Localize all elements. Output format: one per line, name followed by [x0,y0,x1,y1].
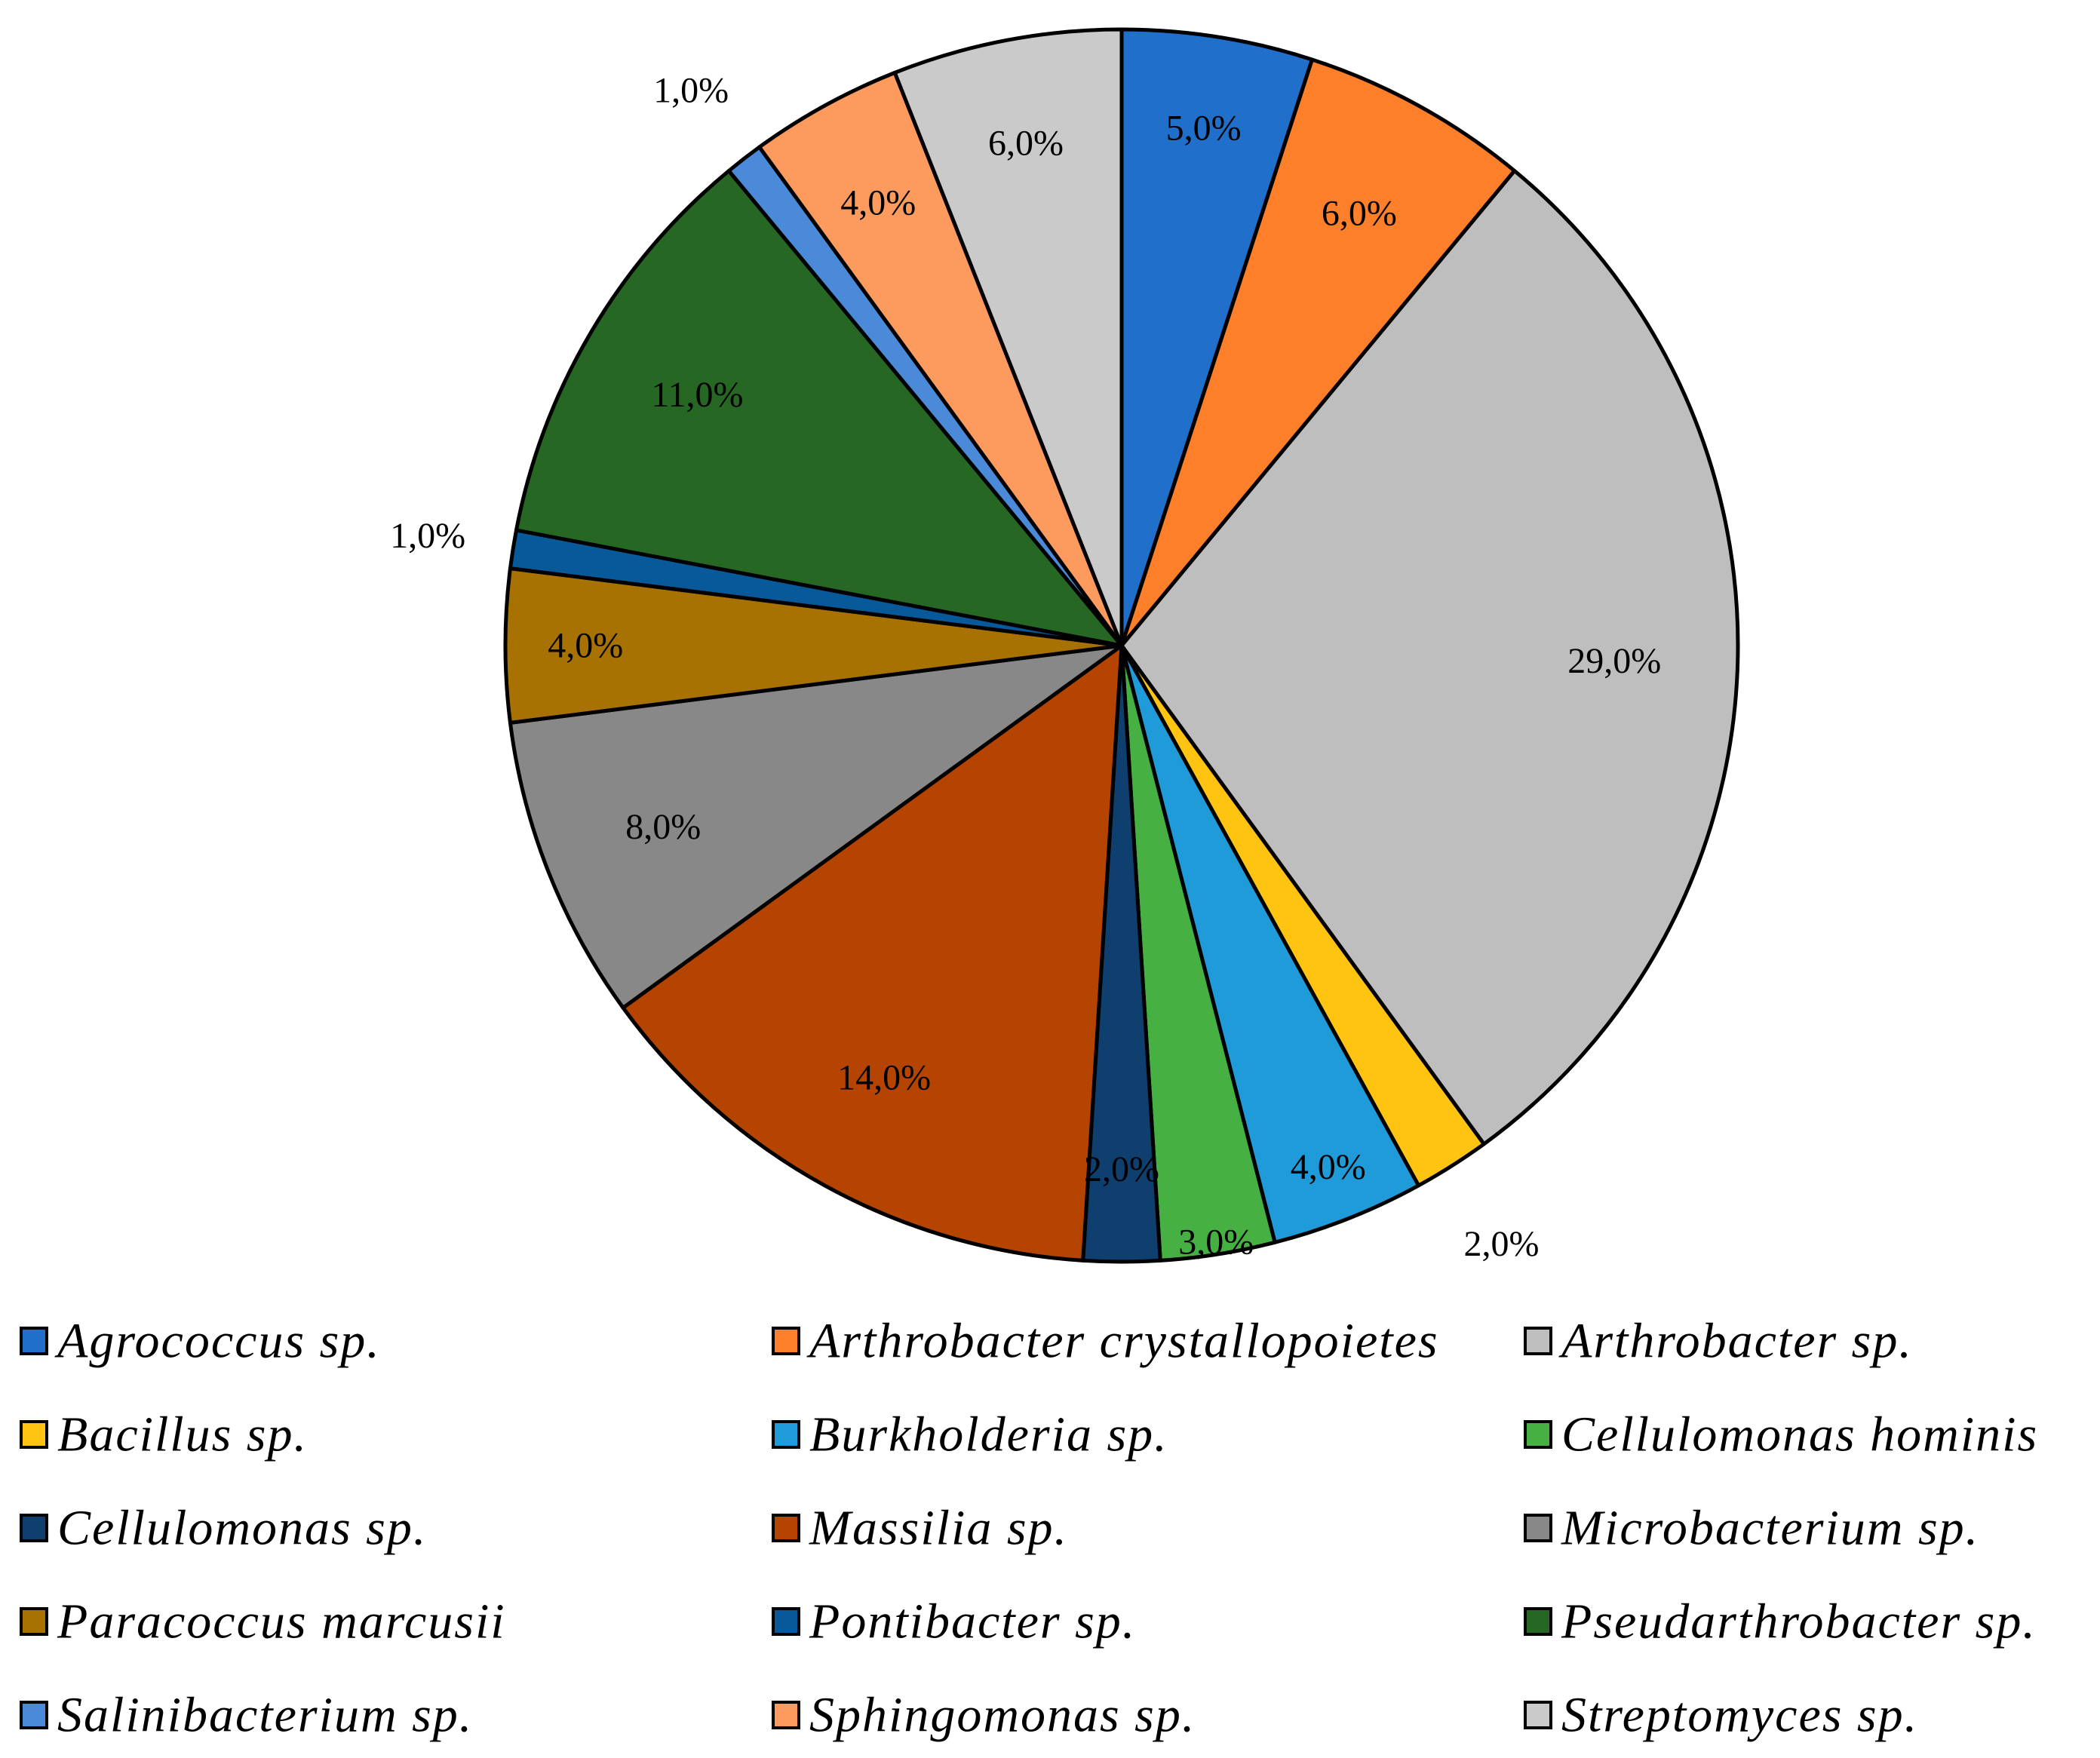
pie-slice-streptomyces-sp [892,27,1124,648]
legend-item-pseudarthrobacter-sp: Pseudarthrobacter sp. [1524,1594,2037,1649]
legend-swatch [772,1420,800,1449]
legend-swatch [772,1607,800,1636]
data-label-massilia-sp: 14,0% [837,1057,931,1097]
data-label-pontibacter-sp: 1,0% [390,516,465,556]
legend-item-salinibacterium-sp: Salinibacterium sp. [20,1688,473,1743]
legend-item-pontibacter-sp: Pontibacter sp. [772,1594,1136,1649]
data-label-arthrobacter-crystallopoietes: 6,0% [1322,194,1397,234]
legend-swatch [772,1514,800,1542]
data-label-arthrobacter-sp: 29,0% [1567,641,1661,681]
legend-item-cellulomonas-hominis: Cellulomonas hominis [1524,1407,2038,1462]
legend-swatch [20,1420,48,1449]
legend-item-microbacterium-sp: Microbacterium sp. [1524,1501,1979,1556]
legend-swatch [1524,1327,1552,1355]
legend-item-massilia-sp: Massilia sp. [772,1501,1068,1556]
legend-item-arthrobacter-crystallopoietes: Arthrobacter crystallopoietes [772,1314,1439,1369]
pie-slice-arthrobacter-crystallopoietes [1119,57,1517,648]
pie-slice-burkholderia-sp [1119,643,1421,1244]
legend-item-burkholderia-sp: Burkholderia sp. [772,1407,1168,1462]
legend-swatch [20,1607,48,1636]
legend-label: Arthrobacter crystallopoietes [806,1314,1439,1369]
legend-label: Sphingomonas sp. [809,1688,1196,1743]
legend-swatch [772,1701,800,1729]
legend-label: Cellulomonas sp. [57,1501,427,1556]
legend-swatch [1524,1701,1552,1729]
pie-slice-microbacterium-sp [508,643,1124,1010]
legend-swatch [772,1327,800,1355]
pie-slice-agrococcus-sp [1119,27,1314,648]
legend-swatch [1524,1607,1552,1636]
pie-slice-paracoccus-marcusii [503,566,1124,725]
pie-slice-arthrobacter-sp [1119,168,1740,1146]
pie-data-labels: 5,0% 6,0% 29,0% 2,0% 4,0% 3,0% 2,0% 14,0% 8,0% 4,… [390,71,1661,1264]
data-label-burkholderia-sp: 4,0% [1291,1147,1366,1187]
data-label-microbacterium-sp: 8,0% [625,807,701,847]
data-label-cellulomonas-sp: 2,0% [1084,1149,1159,1189]
data-label-paracoccus-marcusii: 4,0% [548,626,623,666]
legend-swatch [1524,1420,1552,1449]
legend-label: Salinibacterium sp. [57,1688,473,1743]
legend-label: Massilia sp. [809,1501,1068,1556]
pie-slice-massilia-sp [621,643,1124,1263]
legend-item-bacillus-sp: Bacillus sp. [20,1407,308,1462]
data-label-salinibacterium-sp: 1,0% [653,71,729,111]
data-label-pseudarthrobacter-sp: 11,0% [651,375,743,415]
data-label-cellulomonas-hominis: 3,0% [1178,1222,1254,1262]
legend-item-sphingomonas-sp: Sphingomonas sp. [772,1688,1196,1743]
pie-slice-sphingomonas-sp [757,70,1124,648]
legend-item-arthrobacter-sp: Arthrobacter sp. [1524,1314,1913,1369]
legend-label: Arthrobacter sp. [1558,1314,1913,1369]
legend-label: Paracoccus marcusii [57,1594,506,1649]
legend-swatch [1524,1514,1552,1542]
legend-item-streptomyces-sp: Streptomyces sp. [1524,1688,1918,1743]
legend-item-paracoccus-marcusii: Paracoccus marcusii [20,1594,506,1649]
legend-label: Burkholderia sp. [809,1407,1168,1462]
data-label-agrococcus-sp: 5,0% [1166,109,1242,149]
pie-slice-pseudarthrobacter-sp [514,168,1124,648]
legend-item-agrococcus-sp: Agrococcus sp. [20,1314,381,1369]
data-label-bacillus-sp: 2,0% [1463,1224,1539,1264]
data-label-sphingomonas-sp: 4,0% [840,183,916,222]
legend-label: Pseudarthrobacter sp. [1561,1594,2037,1649]
data-label-streptomyces-sp: 6,0% [988,123,1064,163]
legend-label: Cellulomonas hominis [1561,1407,2038,1462]
legend: Agrococcus sp. Arthrobacter crystallopoie… [20,1314,2038,1743]
legend-label: Microbacterium sp. [1561,1501,1979,1556]
legend-label: Streptomyces sp. [1561,1688,1918,1743]
legend-label: Pontibacter sp. [809,1594,1136,1649]
pie-slices [503,27,1740,1264]
legend-item-cellulomonas-sp: Cellulomonas sp. [20,1501,427,1556]
legend-swatch [20,1701,48,1729]
legend-label: Agrococcus sp. [54,1314,381,1369]
legend-swatch [20,1514,48,1542]
legend-swatch [20,1327,48,1355]
legend-label: Bacillus sp. [57,1407,308,1462]
